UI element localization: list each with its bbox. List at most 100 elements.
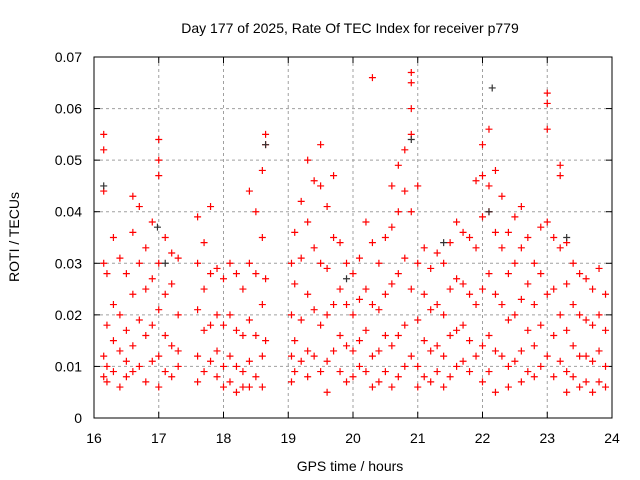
data-point-plus-marker (491, 347, 499, 355)
data-point-plus-marker (459, 228, 467, 236)
data-point-plus-marker (479, 172, 486, 180)
data-point-plus-marker (148, 218, 156, 226)
data-point-plus-marker (394, 161, 402, 169)
data-point-plus-marker (109, 337, 117, 345)
data-point-plus-marker (491, 228, 499, 236)
data-point-plus-marker (349, 373, 357, 381)
data-point-plus-marker (381, 234, 389, 241)
data-point-plus-marker (252, 331, 260, 339)
data-point-plus-marker (524, 326, 532, 334)
data-point-plus-marker (388, 342, 396, 350)
data-point-plus-marker (453, 218, 461, 226)
data-point-plus-marker (258, 234, 266, 241)
data-point-plus-marker (466, 290, 474, 298)
data-point-plus-marker (498, 192, 506, 200)
data-point-plus-marker (595, 311, 603, 319)
data-point-plus-marker (122, 357, 130, 365)
data-point-plus-marker (148, 275, 156, 283)
data-point-plus-marker (375, 378, 383, 386)
data-point-plus-marker (381, 331, 389, 339)
data-point-plus-marker (517, 347, 525, 355)
data-point-plus-marker (291, 368, 299, 376)
data-point-plus-marker (576, 270, 584, 278)
data-point-plus-marker (595, 378, 603, 386)
data-point-plus-marker (589, 321, 597, 329)
data-point-plus-marker (349, 347, 357, 355)
data-point-plus-marker (155, 136, 163, 144)
data-point-plus-marker (407, 285, 415, 293)
data-point-plus-marker (446, 331, 454, 339)
data-point-plus-marker (543, 352, 551, 360)
data-point-plus-marker (504, 270, 512, 278)
data-point-plus-marker (414, 383, 422, 391)
y-tick-label: 0.04 (55, 204, 82, 220)
data-point-plus-marker (576, 352, 584, 360)
data-point-plus-marker (563, 326, 571, 334)
data-point-plus-marker (336, 285, 344, 293)
x-tick-label: 18 (216, 430, 232, 446)
data-point-plus-marker (291, 280, 299, 288)
data-point-plus-marker (207, 270, 215, 278)
data-point-plus-marker (381, 368, 389, 376)
data-point-plus-marker (122, 326, 130, 334)
grid-lines (94, 57, 612, 418)
y-tick-label: 0.05 (55, 152, 82, 168)
data-point-plus-marker (258, 352, 266, 360)
data-point-plus-marker (459, 321, 467, 329)
data-point-plus-marker (420, 244, 428, 252)
data-point-plus-marker (414, 259, 422, 267)
data-point-plus-marker (576, 311, 584, 319)
data-point-plus-marker (304, 156, 312, 164)
data-point-plus-marker (472, 352, 480, 360)
data-point-plus-marker (498, 244, 506, 252)
data-point-plus-marker (194, 259, 202, 267)
data-point-plus-marker (466, 234, 474, 241)
data-point-plus-marker (330, 301, 338, 309)
data-point-plus-marker (511, 357, 519, 365)
data-point-plus-marker (155, 156, 163, 164)
data-point-plus-marker (362, 326, 370, 334)
data-point-plus-marker (446, 373, 454, 381)
data-point-plus-marker (414, 182, 422, 190)
data-point-plus-marker (368, 239, 376, 247)
data-point-plus-marker (479, 141, 486, 149)
x-tick-label: 24 (604, 430, 620, 446)
data-point-plus-marker (511, 259, 519, 267)
data-point-plus-marker (200, 368, 208, 376)
data-point-plus-marker (368, 352, 376, 360)
data-point-plus-marker (245, 259, 253, 267)
data-point-plus-marker (446, 285, 454, 293)
data-point-plus-marker (220, 362, 227, 370)
data-point-plus-marker (485, 208, 493, 216)
data-point-plus-marker (161, 368, 169, 376)
x-tick-label: 19 (280, 430, 296, 446)
data-point-plus-marker (530, 342, 538, 350)
data-point-plus-marker (550, 234, 558, 241)
data-point-plus-marker (287, 311, 295, 319)
data-point-plus-marker (330, 172, 338, 180)
data-point-plus-marker (550, 285, 558, 293)
y-tick-label: 0.07 (55, 49, 82, 65)
data-point-plus-marker (472, 177, 480, 185)
data-point-plus-marker (582, 378, 590, 386)
data-point-plus-marker (569, 342, 577, 350)
data-point-plus-marker (122, 270, 130, 278)
data-point-plus-marker (336, 331, 344, 339)
data-point-plus-marker (317, 259, 325, 267)
data-point-plus-marker (569, 373, 577, 381)
data-point-plus-marker (155, 352, 163, 360)
data-point-plus-marker (116, 383, 124, 391)
data-point-plus-marker (310, 244, 318, 252)
data-point-plus-marker (543, 290, 551, 298)
y-tick-label: 0 (74, 410, 82, 426)
data-point-plus-marker (401, 362, 409, 370)
data-point-plus-marker (245, 187, 253, 195)
data-point-plus-marker (232, 326, 240, 334)
data-point-plus-marker (563, 368, 571, 376)
data-point-plus-marker (239, 383, 247, 391)
data-point-plus-marker (602, 362, 610, 370)
data-point-plus-marker (401, 146, 409, 154)
data-point-plus-marker (440, 259, 448, 267)
data-point-plus-marker (511, 311, 519, 319)
data-point-plus-marker (388, 383, 396, 391)
